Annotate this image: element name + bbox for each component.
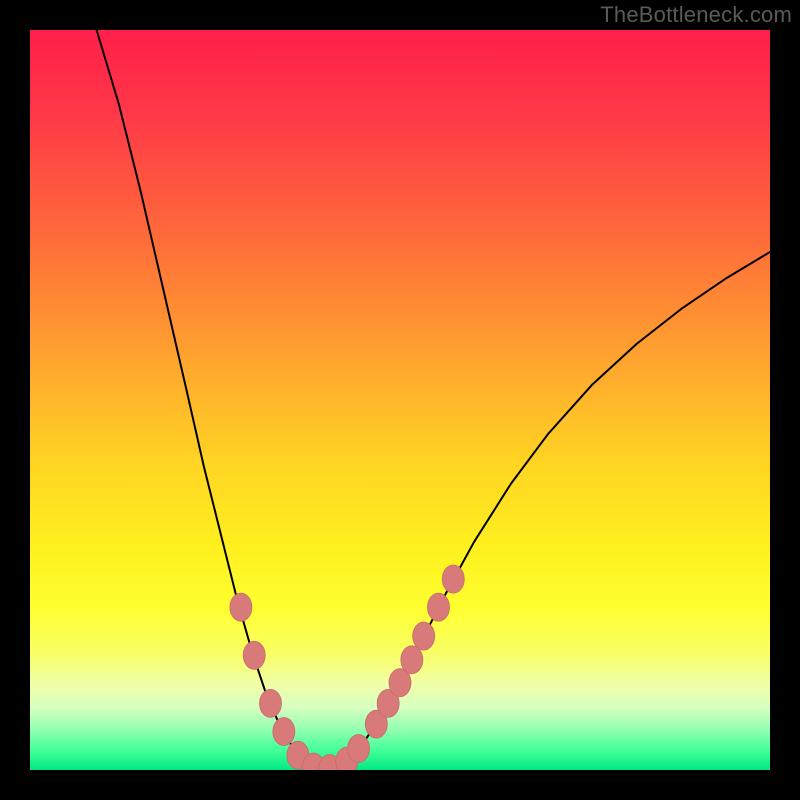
watermark-text: TheBottleneck.com xyxy=(600,2,792,28)
chart-frame: TheBottleneck.com xyxy=(0,0,800,800)
bottleneck-curve-chart xyxy=(0,0,800,800)
